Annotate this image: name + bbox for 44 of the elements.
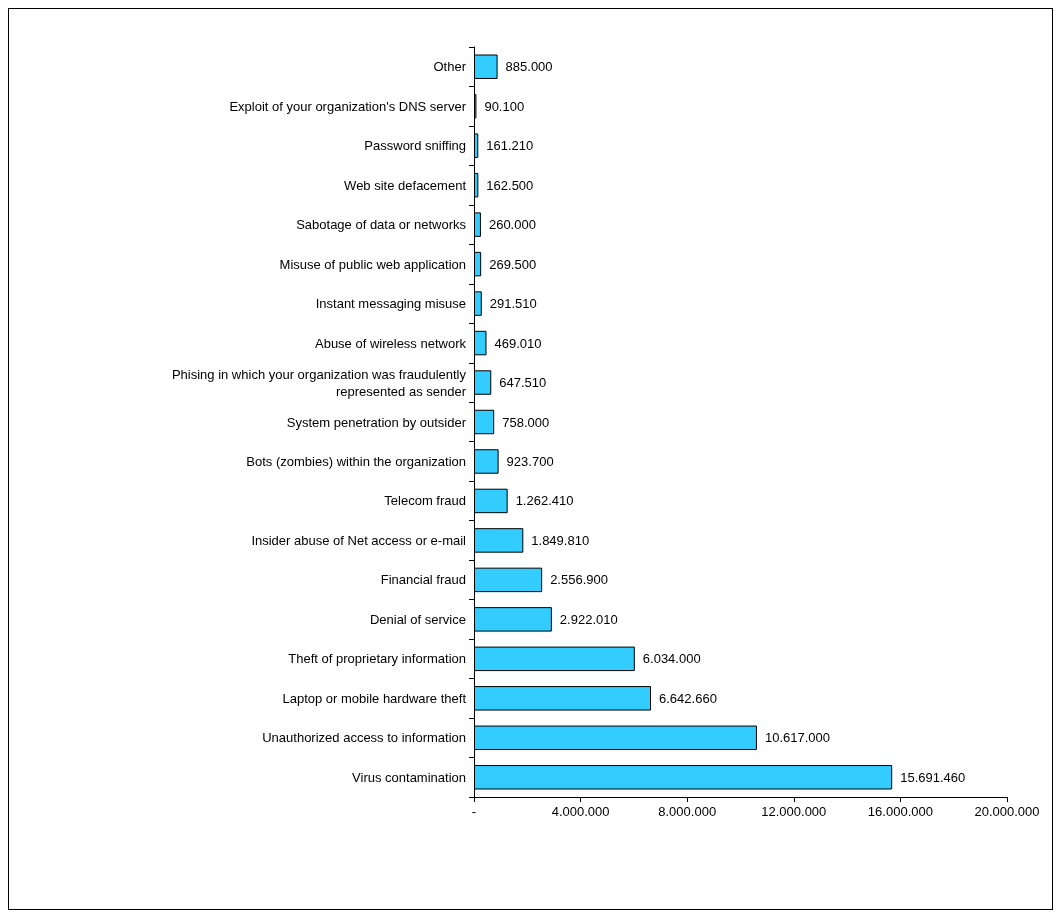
y-tick-label: Exploit of your organization's DNS server: [229, 98, 467, 114]
y-tick-label: Instant messaging misuse: [315, 296, 466, 312]
y-tick-label: Password sniffing: [364, 138, 466, 154]
y-tick-label: Insider abuse of Net access or e-mail: [251, 532, 467, 548]
y-tick-label: Bots (zombies) within the organization: [246, 453, 466, 469]
x-tick-label: -: [471, 804, 477, 819]
y-tick-label: Abuse of wireless network: [314, 335, 467, 351]
data-label: 90.100: [484, 98, 525, 114]
y-tick-label: Unauthorized access to information: [262, 730, 466, 746]
y-tick-label: Denial of service: [369, 611, 466, 627]
data-label: 1.262.410: [515, 493, 574, 509]
data-label: 469.010: [494, 335, 542, 351]
x-tick-label: 4.000.000: [551, 804, 610, 819]
data-label: 923.700: [506, 453, 554, 469]
y-tick-label: Theft of proprietary information: [288, 651, 466, 667]
y-tick-label: Sabotage of data or networks: [296, 217, 467, 233]
data-label: 161.210: [486, 138, 534, 154]
data-label: 885.000: [505, 59, 553, 75]
data-label: 10.617.000: [764, 730, 831, 746]
x-tick-label: 16.000.000: [867, 804, 933, 819]
data-label: 162.500: [486, 177, 534, 193]
data-label: 1.849.810: [531, 532, 590, 548]
y-tick-label: Virus contamination: [352, 769, 466, 785]
y-tick-label: Other: [433, 59, 467, 75]
data-label: 269.500: [489, 256, 537, 272]
data-label: 15.691.460: [900, 769, 966, 785]
y-tick-label: Laptop or mobile hardware theft: [282, 690, 467, 706]
y-tick-label: System penetration by outsider: [286, 414, 467, 430]
data-label: 6.642.660: [659, 690, 717, 706]
data-label: 647.510: [499, 375, 547, 391]
y-tick-label: Financial fraud: [380, 572, 466, 588]
y-tick-label: Misuse of public web application: [279, 256, 466, 272]
y-tick-label: Telecom fraud: [384, 493, 466, 509]
data-label: 260.000: [488, 217, 536, 233]
data-label: 2.922.010: [559, 611, 618, 627]
data-label: 291.510: [489, 296, 537, 312]
data-label: 6.034.000: [642, 651, 701, 667]
data-label: 2.556.900: [550, 572, 608, 588]
x-tick-label: 12.000.000: [761, 804, 827, 819]
y-tick-label: Web site defacement: [344, 177, 467, 193]
x-tick-label: 20.000.000: [974, 804, 1040, 819]
data-label: 758.000: [502, 414, 550, 430]
x-tick-label: 8.000.000: [658, 804, 717, 819]
y-tick-label: Phising in which your organization was fraudulently represented as sender: [171, 366, 467, 399]
